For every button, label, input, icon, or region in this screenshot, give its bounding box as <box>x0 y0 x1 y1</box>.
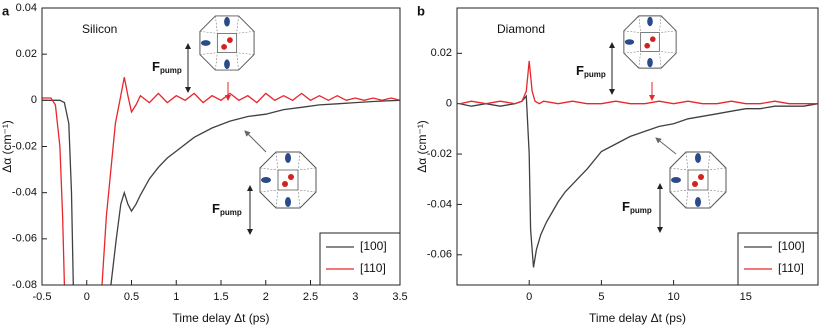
legend-label: [110] <box>778 261 804 275</box>
decorations-a: Fpump Fpump <box>152 15 317 235</box>
legend-box <box>319 232 401 286</box>
x-tick-label: 3.5 <box>392 291 407 303</box>
pump-label: Fpump <box>576 63 606 79</box>
x-tick-label: 0 <box>84 291 90 303</box>
x-tick-label: 10 <box>667 291 679 303</box>
y-tick-label: -0.04 <box>12 187 37 199</box>
y-tick-label: 0.04 <box>16 2 37 14</box>
legend-box <box>737 232 819 286</box>
x-tick-label: 0 <box>526 291 532 303</box>
x-tick-label: 1.5 <box>213 291 228 303</box>
y-tick-label: 0.02 <box>16 48 37 60</box>
y-tick-label: -0.02 <box>12 140 37 152</box>
x-axis-label: Time delay Δt (ps) <box>589 311 686 325</box>
y-tick-label: -0.06 <box>427 249 452 261</box>
series-line <box>459 94 819 268</box>
y-tick-label: 0.02 <box>431 47 452 59</box>
legend-label: [100] <box>360 239 387 253</box>
legend-label: [110] <box>360 261 386 275</box>
plot-frame <box>41 7 401 286</box>
y-axis-label: Δα (cm⁻¹) <box>415 120 429 173</box>
annotation: Diamond <box>497 22 545 36</box>
y-axis-label: Δα (cm⁻¹) <box>0 120 14 173</box>
pump-label: Fpump <box>212 201 242 217</box>
legend-label: [100] <box>778 239 805 253</box>
y-tick-label: -0.04 <box>427 198 452 210</box>
x-tick-label: 0.5 <box>124 291 139 303</box>
pump-label: Fpump <box>152 59 182 75</box>
x-tick-label: 1 <box>173 291 179 303</box>
annotation: Silicon <box>82 22 117 36</box>
y-tick-label: -0.06 <box>12 233 37 245</box>
x-tick-label: 2 <box>263 291 269 303</box>
pump-label: Fpump <box>622 199 652 215</box>
decorations-b: Fpump Fpump <box>576 15 727 233</box>
panel-label: b <box>417 3 425 18</box>
series-line <box>42 77 401 286</box>
x-tick-label: 3 <box>352 291 358 303</box>
x-tick-label: 2.5 <box>303 291 318 303</box>
x-tick-label: -0.5 <box>33 291 52 303</box>
series-line <box>459 60 818 105</box>
plot-frame <box>456 7 819 286</box>
panel: b Diamond 0 5 10 15 -0.06 -0.04 -0.02 0 0.02 Time d… <box>415 3 819 325</box>
x-tick-label: 5 <box>598 291 604 303</box>
x-tick-label: 15 <box>740 291 752 303</box>
y-tick-label: 0 <box>31 94 37 106</box>
y-tick-label: -0.08 <box>12 279 37 291</box>
panel-label: a <box>2 3 10 18</box>
series-line <box>42 99 401 286</box>
y-tick-label: -0.02 <box>427 148 452 160</box>
y-tick-label: 0 <box>446 98 452 110</box>
x-axis-label: Time delay Δt (ps) <box>173 311 270 325</box>
panel: a Silicon -0.5 0 0.5 1 1.5 2 2.5 3 3.5 -0.08 -0.06 -0… <box>0 2 407 325</box>
